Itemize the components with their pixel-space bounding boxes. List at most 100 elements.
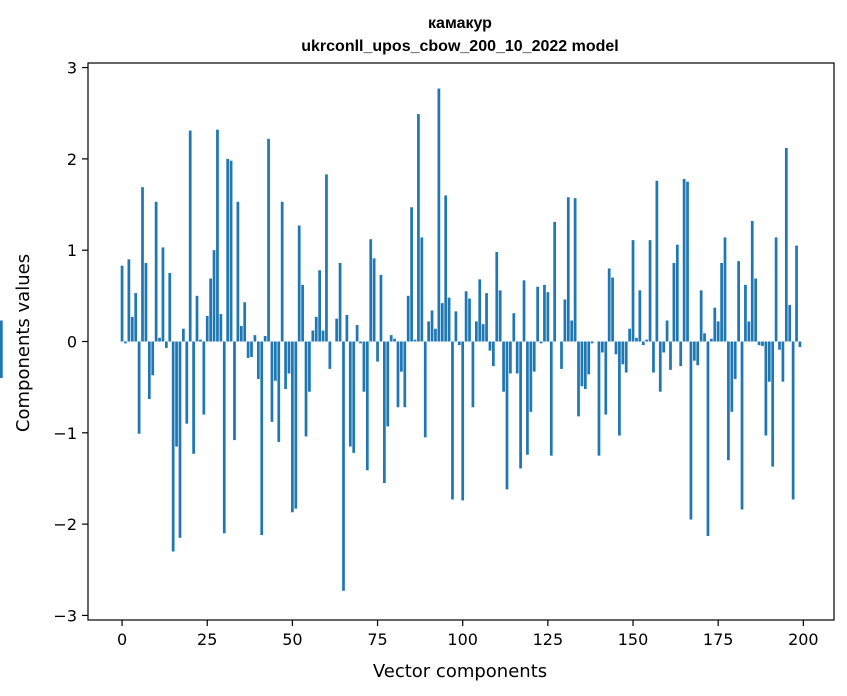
bar [226,158,230,342]
bar [764,341,768,436]
bar [692,341,696,361]
bar [631,240,635,342]
y-axis-label: Components values [13,254,34,432]
bar [451,341,454,500]
bar [175,341,178,447]
bar [618,341,621,436]
bar [577,341,580,417]
bar [325,174,328,342]
y-tick-label: 0 [67,333,77,352]
bar [263,336,267,342]
bar [519,341,522,469]
bar [716,321,720,342]
bar [675,244,679,342]
x-tick-label: 25 [197,630,217,649]
bar [509,341,512,374]
x-tick-label: 150 [618,630,649,649]
bar [488,341,492,351]
bar [655,180,659,342]
bar [505,341,509,490]
bar [280,201,284,342]
bar [727,341,730,461]
bar [168,273,172,342]
bar [723,237,727,342]
bar [182,328,185,342]
bar [144,262,148,342]
bars-group [0,88,802,591]
bar [778,341,781,350]
bar [423,341,427,438]
bar [362,341,366,392]
bar [127,259,131,342]
bar [137,341,141,434]
bar [686,181,689,342]
bar [485,293,488,342]
bar [403,341,407,408]
bar [526,341,529,455]
bar [744,284,747,342]
chart-title: камакур [428,15,492,32]
bar [553,221,557,342]
bar [757,341,761,346]
bar [788,304,792,342]
bar [284,341,287,389]
bar [703,333,706,342]
bar [522,280,526,342]
bar [795,245,798,342]
bar [195,295,199,342]
bar [335,318,339,342]
bar [720,262,723,342]
bar [253,335,257,342]
bar [563,299,567,342]
bar [379,274,383,342]
x-axis: 0 25 50 75 100 125 150 175 200 [117,620,819,649]
bar [318,270,321,342]
bar [233,341,236,441]
bar [566,197,570,342]
bar [270,341,274,422]
y-tick-label: 1 [67,241,77,260]
bar [338,262,342,342]
bar [737,261,740,342]
bar [628,328,631,342]
bar [222,341,226,534]
bar [699,290,703,342]
bar [256,341,260,379]
bar [730,341,734,412]
bar [641,341,645,346]
bar [154,201,158,342]
bar [158,337,161,342]
bar [301,284,304,342]
x-axis-label: Vector components [373,661,547,682]
bar [267,138,270,342]
bar [246,341,250,358]
bar [171,341,175,552]
bar [478,279,482,342]
bar [372,258,376,342]
bar [147,341,151,400]
bar [549,341,553,456]
bar [406,295,410,342]
bar [314,316,318,342]
bar [393,338,396,342]
bar [532,341,536,372]
bar [662,341,666,353]
bar [212,250,216,342]
bar [205,315,209,342]
x-tick-label: 75 [367,630,387,649]
bar [771,341,775,467]
bar [389,335,393,342]
bar [260,341,264,536]
y-tick-label: 2 [67,150,77,169]
bar [345,315,349,342]
bar [243,302,247,342]
x-tick-label: 100 [447,630,478,649]
bar [481,324,485,342]
bar [440,303,444,342]
bar [130,316,134,342]
bar [781,341,785,382]
bar [614,341,618,355]
x-tick-label: 0 [117,630,127,649]
bar [202,341,206,415]
bar [682,178,686,342]
